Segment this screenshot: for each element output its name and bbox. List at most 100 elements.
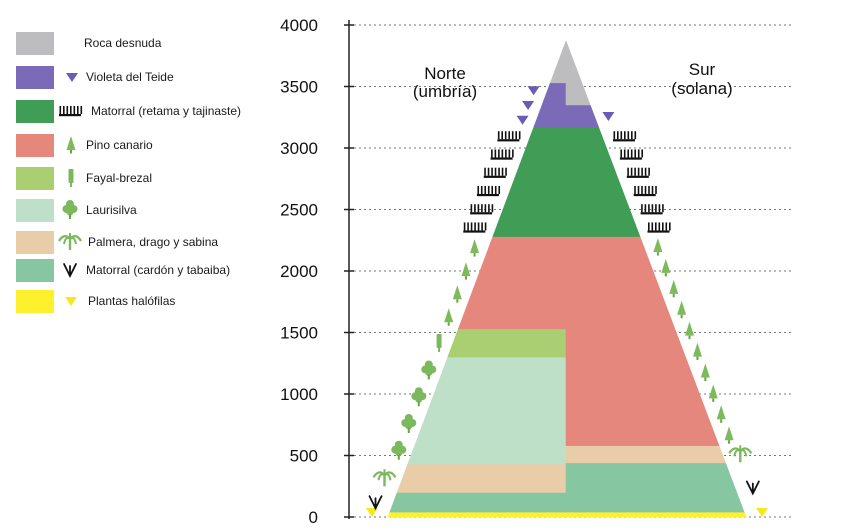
comb-icon — [463, 222, 487, 233]
south-label-line2: (solana) — [671, 79, 732, 98]
comb-icon — [613, 131, 637, 142]
south-label-line1: Sur — [689, 60, 716, 79]
altitude-axis: 4000 3500 3000 2500 2000 1500 1000 500 0 — [280, 16, 792, 527]
legend-label: Matorral (retama y tajinaste) — [91, 104, 241, 118]
violet-triangle-icon — [602, 112, 615, 122]
pine-icon — [470, 239, 480, 257]
fayal-icon — [436, 333, 442, 352]
zone-south — [565, 126, 641, 237]
zone-south — [565, 104, 599, 128]
zone-north — [549, 40, 567, 84]
tick-label: 3000 — [280, 139, 318, 158]
pine-icon — [461, 262, 471, 280]
zone-south — [565, 511, 747, 518]
laurel-tree-icon — [391, 440, 407, 460]
pine-icon — [444, 308, 454, 326]
tick-label: 500 — [290, 447, 318, 466]
comb-icon — [647, 222, 671, 233]
violet-triangle-icon — [527, 86, 540, 96]
laurel-tree-icon — [62, 200, 78, 219]
pine-icon — [661, 258, 671, 277]
comb-icon — [490, 149, 514, 160]
pine-icon — [685, 321, 695, 340]
legend-label: Palmera, drago y sabina — [88, 235, 218, 249]
fork-icon — [63, 263, 77, 279]
tick-label: 1500 — [280, 324, 318, 343]
legend-swatch — [16, 259, 54, 282]
legend-label: Violeta del Teide — [86, 70, 174, 84]
pine-icon — [692, 342, 702, 361]
pine-icon — [708, 384, 718, 402]
comb-icon — [619, 149, 644, 160]
legend-swatch — [16, 32, 54, 55]
zone-south — [565, 40, 591, 106]
tick-label: 3500 — [280, 78, 318, 97]
legend-swatch — [16, 134, 54, 157]
legend-swatch — [16, 66, 54, 89]
tick-label: 1000 — [280, 385, 318, 404]
legend-swatch — [16, 290, 54, 313]
yellow-triangle-icon — [65, 297, 77, 306]
fork-icon — [368, 495, 383, 511]
pine-icon — [716, 405, 726, 423]
fork-icon — [745, 480, 760, 496]
pine-icon — [653, 238, 663, 256]
comb-icon — [640, 204, 664, 215]
tick-label: 2000 — [280, 262, 318, 281]
laurel-tree-icon — [421, 360, 437, 380]
tick-label: 4000 — [280, 16, 318, 35]
comb-icon — [59, 106, 83, 117]
comb-icon — [626, 167, 650, 178]
side-icons — [365, 86, 769, 517]
zone-north — [492, 126, 567, 237]
legend: Roca desnuda Violeta del Teide Matorral (r… — [16, 32, 241, 313]
legend-label: Pino canario — [86, 138, 153, 152]
legend-swatch — [16, 167, 54, 190]
north-label-line2: (umbría) — [413, 82, 477, 101]
violet-triangle-icon — [522, 100, 535, 110]
violet-triangle-icon — [516, 115, 529, 125]
zone-north — [396, 463, 567, 493]
comb-icon — [633, 185, 657, 197]
palm-icon — [728, 445, 753, 463]
zone-north — [389, 492, 567, 513]
pine-icon — [724, 426, 734, 444]
legend-label: Plantas halófilas — [88, 294, 175, 308]
pine-icon — [669, 279, 679, 298]
pine-icon — [700, 363, 710, 381]
zone-north — [447, 328, 567, 358]
comb-icon — [476, 185, 501, 197]
comb-icon — [483, 167, 507, 178]
comb-icon — [497, 131, 521, 142]
yellow-triangle-icon — [365, 508, 378, 517]
pine-icon — [452, 285, 462, 303]
mountain — [387, 40, 747, 518]
legend-label: Matorral (cardón y tabaiba) — [86, 263, 230, 277]
palm-icon — [58, 233, 82, 250]
tick-label: 2500 — [280, 201, 318, 220]
legend-swatch — [16, 199, 54, 222]
laurel-tree-icon — [411, 387, 427, 407]
legend-swatch — [16, 231, 54, 254]
legend-label: Laurisilva — [86, 203, 137, 217]
zone-north — [533, 82, 567, 128]
zone-south — [565, 236, 720, 446]
north-label-line1: Norte — [424, 64, 466, 83]
legend-swatch — [16, 100, 54, 123]
pine-icon — [66, 136, 76, 154]
laurel-tree-icon — [401, 413, 417, 433]
zone-south — [565, 462, 745, 513]
zone-north — [387, 511, 567, 518]
legend-label: Roca desnuda — [84, 36, 162, 50]
zone-south — [565, 445, 726, 464]
palm-icon — [372, 469, 397, 487]
pine-icon — [677, 300, 687, 319]
legend-label: Fayal-brezal — [86, 171, 152, 185]
fayal-icon — [68, 169, 74, 187]
violet-triangle-icon — [66, 73, 78, 82]
tick-label: 0 — [309, 508, 318, 527]
side-labels: Norte (umbría) Sur (solana) — [413, 60, 733, 101]
comb-icon — [470, 204, 494, 215]
yellow-triangle-icon — [756, 508, 769, 517]
